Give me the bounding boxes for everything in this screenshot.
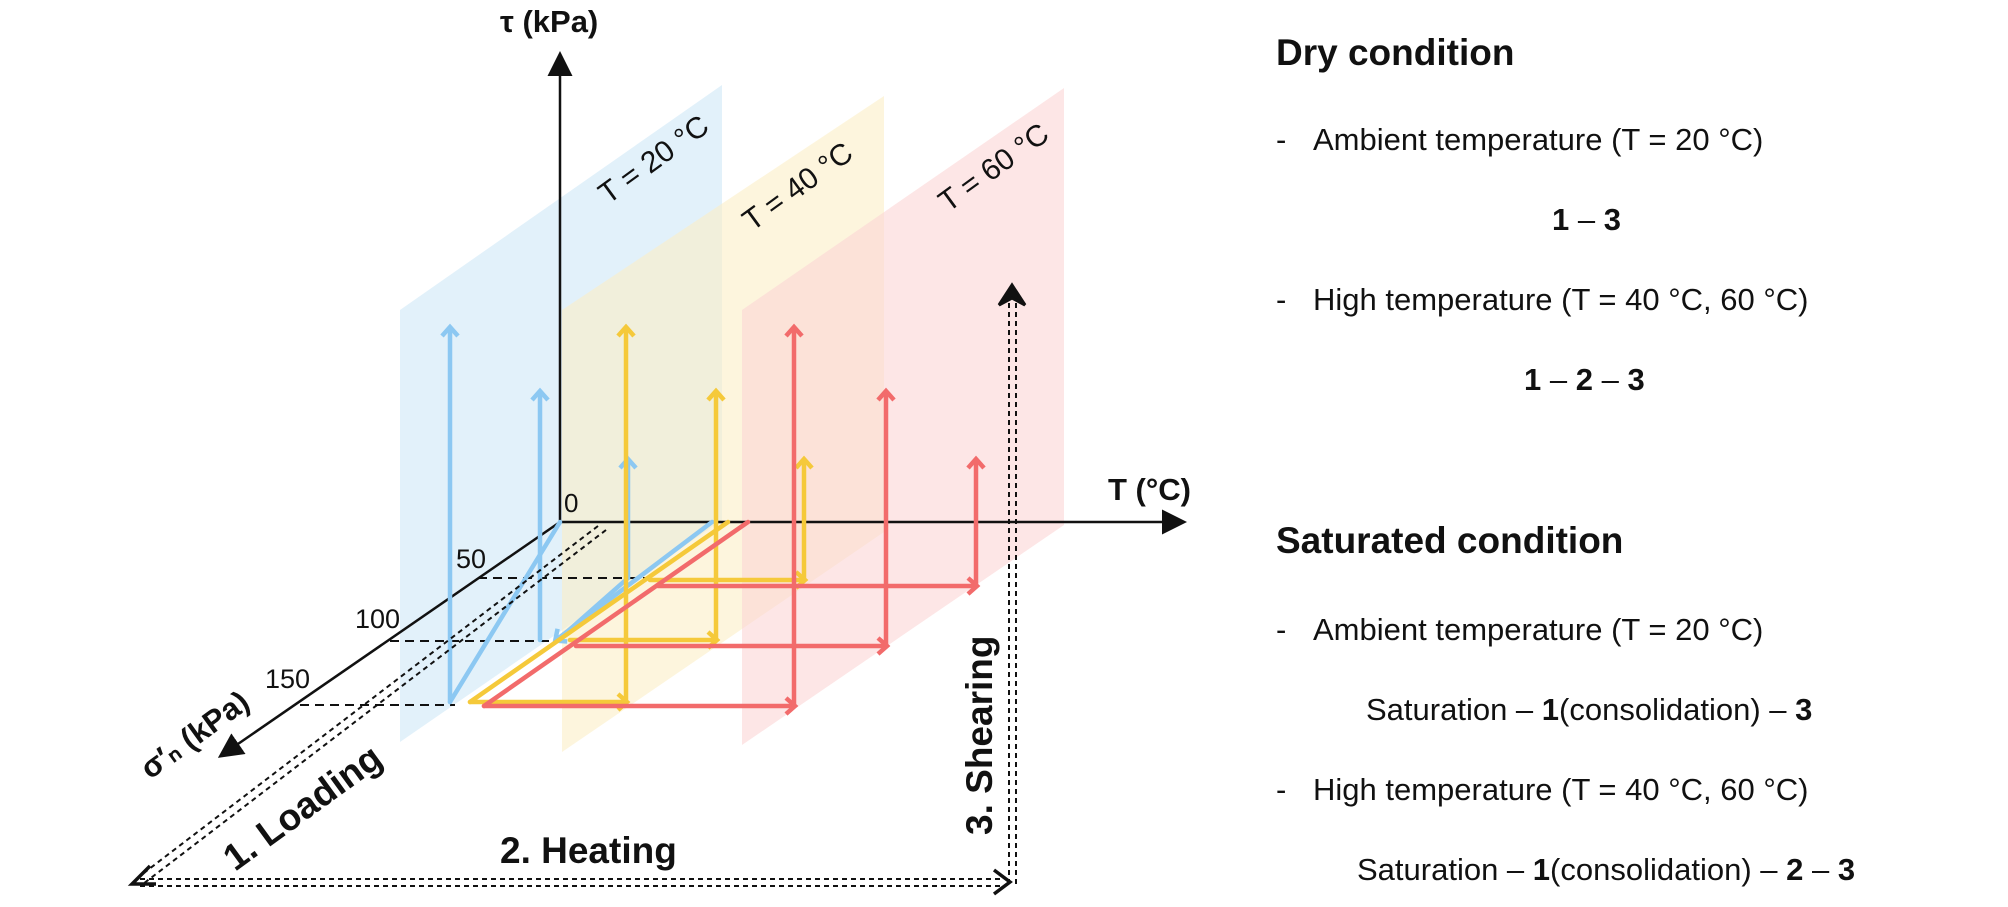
sat-high-bullet: - [1276,772,1287,807]
dry-high-bullet: - [1276,282,1287,317]
seq-text: (consolidation) – [1559,692,1796,727]
dry-high-sequence: 1 – 2 – 3 [1524,362,1645,398]
sigma-tick-50: 50 [456,544,486,574]
path-t40 [467,323,814,712]
seq-sep: – [1601,362,1619,397]
sat-ambient-sequence: Saturation – 1(consolidation) – 3 [1366,692,1812,728]
sigma-axis [217,520,561,758]
seq-step: 1 [1532,852,1551,887]
tau-axis-label: τ (kPa) [500,4,598,39]
dry-high-label: High temperature (T = 40 °C, 60 °C) [1313,282,1809,317]
heating-arrow-head [992,868,1013,896]
seq-step: 1 [1524,362,1542,397]
step-shearing-label: 3. Shearing [959,636,1000,835]
seq-sep: – [1577,202,1596,237]
sat-ambient-bullet: - [1276,612,1287,647]
path-t60 [481,323,986,716]
sat-high-label: High temperature (T = 40 °C, 60 °C) [1313,772,1809,807]
seq-text: – [1803,852,1838,887]
seq-text: (consolidation) – [1550,852,1787,887]
seq-text: Saturation – [1366,692,1542,727]
step-arrows [135,300,1017,887]
step-heating-label: 2. Heating [500,830,677,871]
seq-step: 1 [1552,202,1570,237]
plane-t40 [562,96,884,752]
temp-axis-label: T (°C) [1108,472,1191,507]
loading-arrow-head [127,864,156,886]
seq-step: 3 [1837,852,1856,887]
saturated-condition-title: Saturated condition [1276,520,1624,561]
seq-step: 2 [1575,362,1593,397]
sigma-tick-150: 150 [265,664,310,694]
sigma-axis-label: σ′ₙ (kPa) [134,684,256,786]
shearing-arrow-head [997,282,1027,307]
dry-ambient-sequence: 1 – 3 [1552,202,1621,238]
step-loading-label: 1. Loading [216,737,390,879]
stress-path-diagram: T = 20 °C T = 40 °C T = 60 °C τ (kPa) T … [127,4,1191,896]
plane-t60 [742,88,1064,745]
dry-ambient-label: Ambient temperature (T = 20 °C) [1313,122,1764,157]
sigma-tick-100: 100 [355,604,400,634]
sat-high-sequence: Saturation – 1(consolidation) – 2 – 3 [1357,852,1855,888]
seq-step: 2 [1786,852,1804,887]
sat-ambient-label: Ambient temperature (T = 20 °C) [1313,612,1764,647]
dry-condition-title: Dry condition [1276,32,1515,73]
seq-step: 3 [1795,692,1813,727]
seq-step: 1 [1541,692,1560,727]
seq-text: Saturation – [1357,852,1533,887]
origin-label: 0 [564,488,578,518]
seq-step: 3 [1603,202,1621,237]
seq-sep: – [1549,362,1568,397]
seq-step: 3 [1627,362,1645,397]
dry-ambient-bullet: - [1276,122,1287,157]
projection-lines [300,577,650,706]
